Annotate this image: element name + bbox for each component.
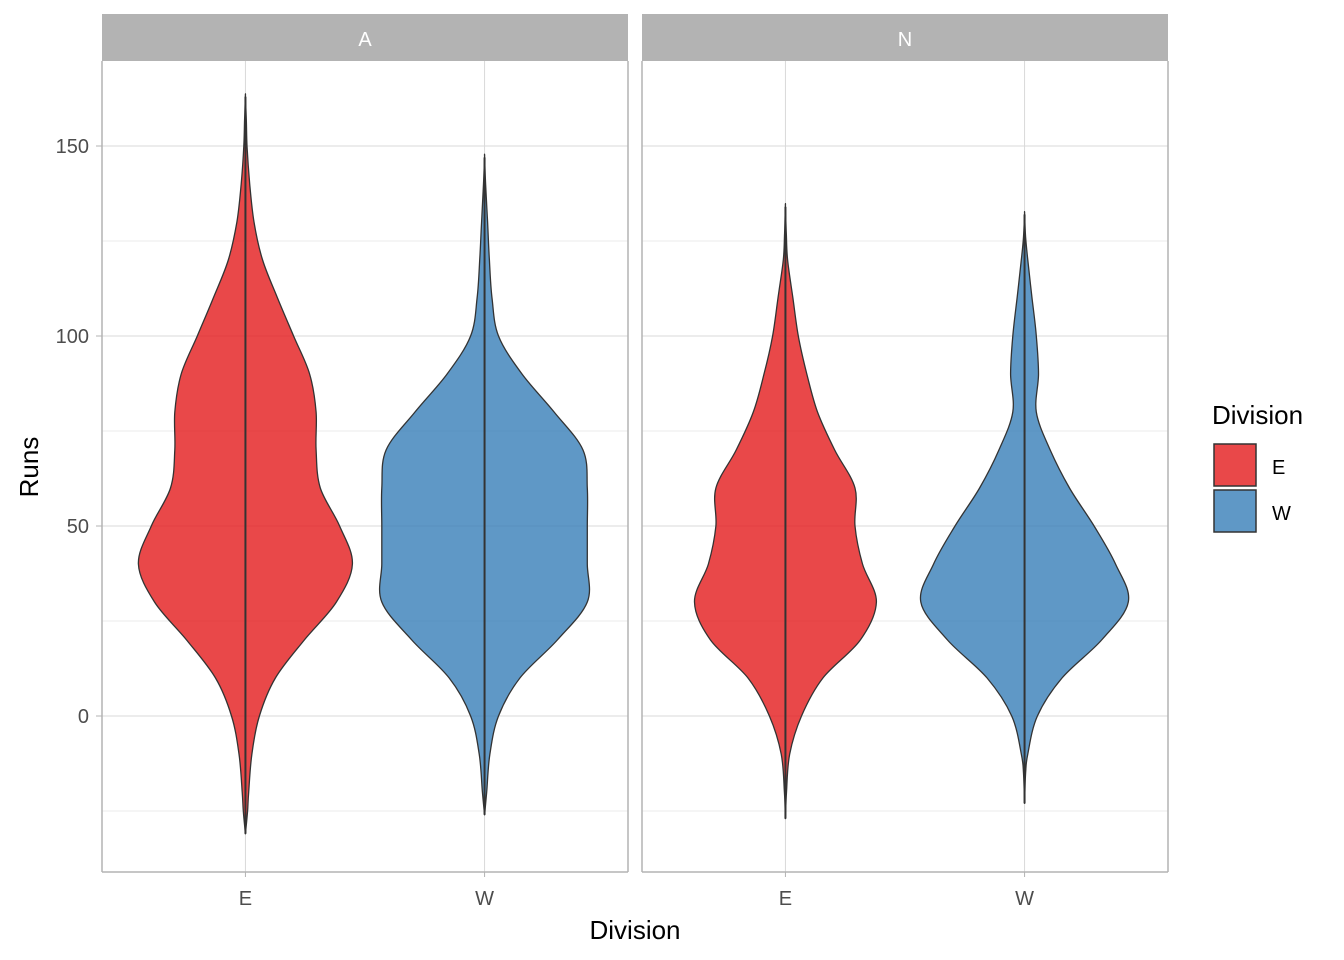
legend-key-E: [1213, 443, 1257, 487]
facet-strip-label: A: [358, 29, 372, 51]
y-tick-label: 100: [56, 326, 89, 348]
x-tick-label: E: [779, 888, 792, 910]
facet-strip-label: N: [898, 29, 912, 51]
x-tick-label: W: [1015, 888, 1034, 910]
legend-key-W: [1213, 489, 1257, 533]
y-axis-title: Runs: [14, 437, 44, 498]
legend-label-W: W: [1272, 503, 1291, 525]
x-tick-label: E: [239, 888, 252, 910]
facet-panels: A E W N E W: [101, 14, 1169, 910]
legend: Division E W: [1212, 400, 1303, 533]
y-tick-label: 50: [67, 516, 89, 538]
y-tick-label: 0: [78, 706, 89, 728]
facet-panel-N: N E W: [641, 14, 1169, 910]
x-axis-title: Division: [589, 915, 680, 945]
x-tick-label: W: [475, 888, 494, 910]
legend-title: Division: [1212, 400, 1303, 430]
y-tick-label: 150: [56, 136, 89, 158]
legend-label-E: E: [1272, 457, 1285, 479]
facet-strip: [642, 14, 1168, 61]
facet-panel-A: A E W: [101, 14, 629, 910]
facet-strip: [102, 14, 628, 61]
y-axis: 0 50 100 150: [56, 136, 102, 728]
